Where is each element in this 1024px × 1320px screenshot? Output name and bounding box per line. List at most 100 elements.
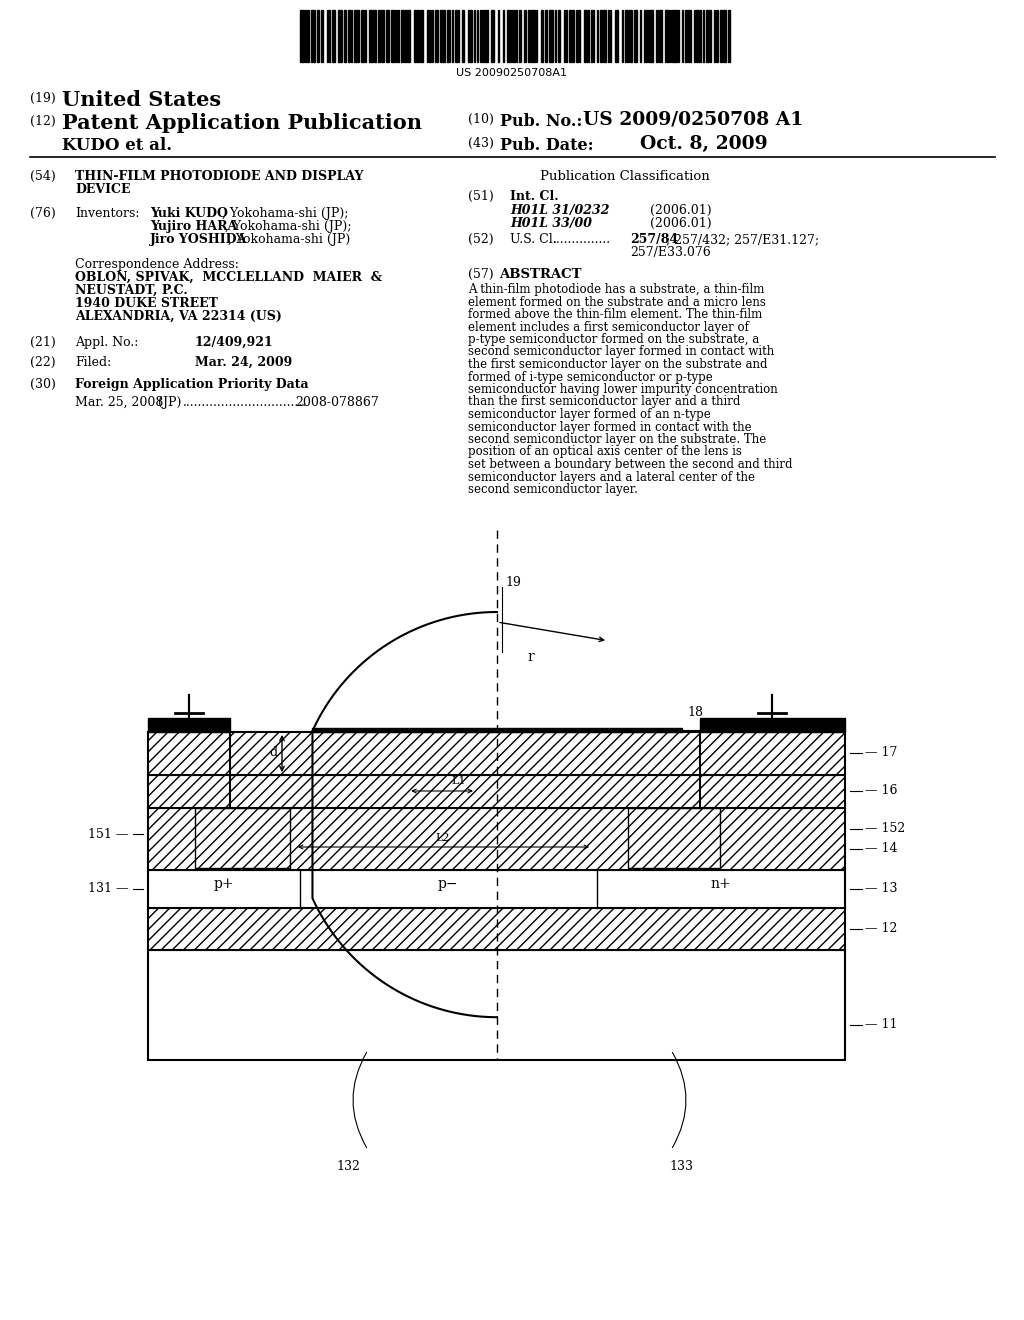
Text: (10): (10) xyxy=(468,114,498,125)
Text: than the first semiconductor layer and a third: than the first semiconductor layer and a… xyxy=(468,396,740,408)
Text: element includes a first semiconductor layer of: element includes a first semiconductor l… xyxy=(468,321,749,334)
Text: 131 —: 131 — xyxy=(87,883,128,895)
Bar xyxy=(397,11,399,62)
Text: (2006.01): (2006.01) xyxy=(650,205,712,216)
Bar xyxy=(634,11,637,62)
Text: (21): (21) xyxy=(30,337,55,348)
Bar xyxy=(528,11,530,62)
Bar xyxy=(407,11,410,62)
Text: the first semiconductor layer on the substrate and: the first semiconductor layer on the sub… xyxy=(468,358,768,371)
Text: NEUSTADT, P.C.: NEUSTADT, P.C. xyxy=(75,284,187,297)
Text: semiconductor having lower impurity concentration: semiconductor having lower impurity conc… xyxy=(468,383,778,396)
Bar xyxy=(665,11,669,62)
Text: — 16: — 16 xyxy=(865,784,897,797)
Text: 1940 DUKE STREET: 1940 DUKE STREET xyxy=(75,297,218,310)
Text: Yujiro HARA: Yujiro HARA xyxy=(150,220,238,234)
Bar xyxy=(386,11,389,62)
Bar xyxy=(720,11,722,62)
Bar xyxy=(391,11,394,62)
Text: 132: 132 xyxy=(336,1160,360,1173)
Text: semiconductor layers and a lateral center of the: semiconductor layers and a lateral cente… xyxy=(468,470,755,483)
Bar xyxy=(338,11,342,62)
Text: Inventors:: Inventors: xyxy=(75,207,139,220)
Bar xyxy=(531,11,535,62)
Bar xyxy=(468,11,472,62)
Text: A thin-film photodiode has a substrate, a thin-film: A thin-film photodiode has a substrate, … xyxy=(468,282,764,296)
Text: ; 257/432; 257/E31.127;: ; 257/432; 257/E31.127; xyxy=(666,234,819,246)
Text: — 152: — 152 xyxy=(865,822,905,836)
Bar xyxy=(485,11,488,62)
Bar xyxy=(148,950,845,1060)
Text: (57): (57) xyxy=(468,268,494,281)
Text: second semiconductor layer on the substrate. The: second semiconductor layer on the substr… xyxy=(468,433,766,446)
Text: 2008-078867: 2008-078867 xyxy=(295,396,379,409)
Bar xyxy=(688,11,691,62)
Text: , Yokohama-shi (JP): , Yokohama-shi (JP) xyxy=(228,234,350,246)
Bar xyxy=(440,11,445,62)
Bar xyxy=(625,11,627,62)
Bar xyxy=(728,11,730,62)
Bar xyxy=(344,11,346,62)
Text: position of an optical axis center of the lens is: position of an optical axis center of th… xyxy=(468,446,741,458)
Bar xyxy=(307,11,309,62)
Text: (JP): (JP) xyxy=(158,396,181,409)
Bar xyxy=(374,11,376,62)
Text: p+: p+ xyxy=(214,876,234,891)
Text: Jiro YOSHIDA: Jiro YOSHIDA xyxy=(150,234,247,246)
Bar xyxy=(455,11,457,62)
Text: 257/E33.076: 257/E33.076 xyxy=(630,246,711,259)
Bar xyxy=(401,11,403,62)
Text: , Yokohama-shi (JP);: , Yokohama-shi (JP); xyxy=(225,220,351,234)
Text: p−: p− xyxy=(437,876,459,891)
Text: L1: L1 xyxy=(452,776,466,785)
Text: Filed:: Filed: xyxy=(75,356,112,370)
Text: 151 —: 151 — xyxy=(88,828,128,841)
Text: Publication Classification: Publication Classification xyxy=(540,170,710,183)
Text: Appl. No.:: Appl. No.: xyxy=(75,337,138,348)
Text: (19): (19) xyxy=(30,92,55,106)
Bar xyxy=(447,11,450,62)
Bar xyxy=(369,11,373,62)
Text: element formed on the substrate and a micro lens: element formed on the substrate and a mi… xyxy=(468,296,766,309)
Bar xyxy=(148,718,230,733)
Text: (52): (52) xyxy=(468,234,494,246)
Bar xyxy=(429,11,431,62)
Text: U.S. Cl.: U.S. Cl. xyxy=(510,234,557,246)
Text: (22): (22) xyxy=(30,356,55,370)
Bar xyxy=(584,11,587,62)
Bar xyxy=(706,11,709,62)
Bar xyxy=(482,11,484,62)
Bar xyxy=(723,11,726,62)
Bar xyxy=(545,11,547,62)
Bar xyxy=(361,11,364,62)
Text: ALEXANDRIA, VA 22314 (US): ALEXANDRIA, VA 22314 (US) xyxy=(75,310,282,323)
Bar xyxy=(148,808,845,870)
Text: OBLON, SPIVAK,  MCCLELLAND  MAIER  &: OBLON, SPIVAK, MCCLELLAND MAIER & xyxy=(75,271,382,284)
Bar xyxy=(685,11,687,62)
Text: H01L 31/0232: H01L 31/0232 xyxy=(510,205,609,216)
Bar xyxy=(659,11,662,62)
Text: — 12: — 12 xyxy=(865,923,897,936)
Bar xyxy=(603,11,606,62)
Bar xyxy=(549,11,553,62)
Text: Oct. 8, 2009: Oct. 8, 2009 xyxy=(640,135,768,153)
Text: 133: 133 xyxy=(669,1160,693,1173)
Text: 19: 19 xyxy=(505,576,521,589)
Text: Mar. 25, 2008: Mar. 25, 2008 xyxy=(75,396,164,409)
Bar xyxy=(462,11,464,62)
Text: KUDO et al.: KUDO et al. xyxy=(62,137,172,154)
Bar xyxy=(700,718,845,733)
Text: ................................: ................................ xyxy=(183,396,307,409)
Bar xyxy=(696,11,699,62)
Bar xyxy=(420,11,423,62)
Bar xyxy=(569,11,571,62)
Bar xyxy=(716,11,718,62)
Text: (76): (76) xyxy=(30,207,55,220)
Text: (12): (12) xyxy=(30,115,55,128)
Bar xyxy=(148,775,845,808)
Bar xyxy=(435,11,438,62)
Bar xyxy=(381,11,384,62)
Bar xyxy=(378,11,380,62)
Bar xyxy=(148,870,845,908)
Text: United States: United States xyxy=(62,90,221,110)
